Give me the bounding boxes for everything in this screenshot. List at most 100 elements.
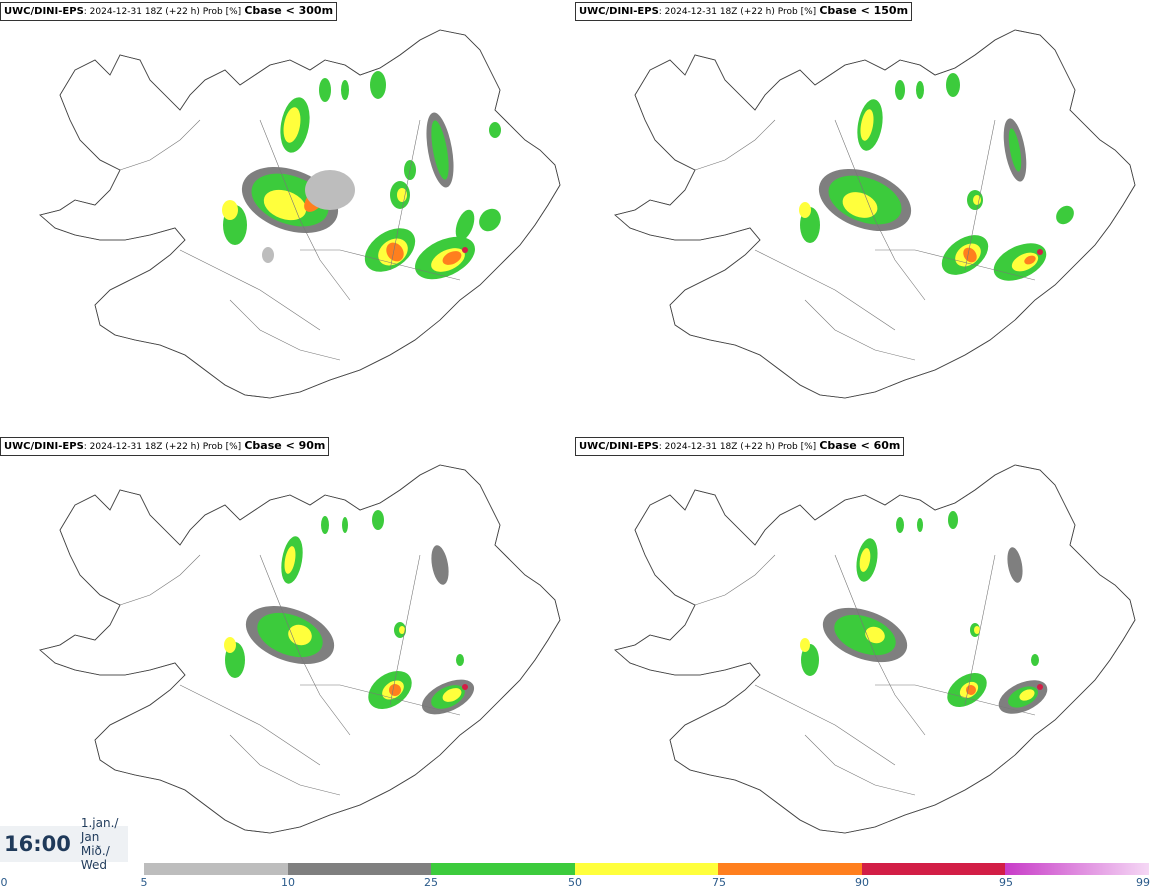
probability-area-p25 <box>1008 128 1022 172</box>
probability-area-p25 <box>431 120 449 180</box>
run-info: : 2024-12-31 18Z (+22 h) Prob [%] <box>83 7 242 17</box>
probability-area-p75 <box>386 242 404 262</box>
probability-area-p25 <box>948 511 958 529</box>
probability-area-p25 <box>455 209 475 241</box>
probability-area-p25 <box>321 516 329 534</box>
probability-area-p90 <box>1037 249 1043 255</box>
boundary-line <box>229 734 341 796</box>
date-line: 1.jan./ Jan <box>80 816 119 844</box>
legend-tick-label: 5 <box>140 876 148 889</box>
boundary-line <box>875 684 1036 716</box>
probability-area-p10 <box>431 545 449 585</box>
probability-area-p25 <box>834 614 896 656</box>
probability-area-p25 <box>895 80 905 100</box>
boundary-line <box>754 684 896 766</box>
probability-area-p25 <box>489 122 501 138</box>
probability-area-p50 <box>284 546 296 574</box>
probability-area-p10 <box>1007 547 1023 583</box>
probability-area-p75 <box>1024 255 1036 265</box>
probability-area-p50 <box>263 189 307 221</box>
valid-time: 16:00 <box>4 832 71 856</box>
boundary-line <box>179 249 321 331</box>
model-name: UWC/DINI-EPS <box>579 6 659 17</box>
probability-area-p75 <box>389 684 401 696</box>
panel-title: UWC/DINI-EPS: 2024-12-31 18Z (+22 h) Pro… <box>0 2 338 21</box>
probability-area-p25 <box>372 510 384 530</box>
model-name: UWC/DINI-EPS <box>4 441 84 452</box>
probability-area-p25 <box>916 81 924 99</box>
iceland-map <box>614 29 1136 399</box>
boundary-line <box>300 684 461 716</box>
probability-area-p50 <box>973 195 981 205</box>
probability-area-p50 <box>399 626 405 634</box>
legend-tick-label: 75 <box>712 876 726 889</box>
probability-area-p50 <box>800 638 810 652</box>
legend-segment <box>287 863 431 875</box>
probability-area-p25 <box>946 73 960 97</box>
parameter-label: Cbase < 60m <box>819 439 901 452</box>
boundary-line <box>875 249 1036 281</box>
probability-area-p25 <box>1056 205 1074 225</box>
legend-tick-label: 25 <box>424 876 438 889</box>
probability-area-p5 <box>305 170 355 210</box>
probability-area-p25 <box>456 654 464 666</box>
legend-segment <box>718 863 862 875</box>
probability-area-p50 <box>222 200 238 220</box>
legend-segment <box>861 863 1005 875</box>
probability-area-p50 <box>865 626 885 644</box>
legend-segment <box>1005 863 1149 875</box>
probability-area-p75 <box>442 251 462 265</box>
iceland-map <box>39 464 561 834</box>
boundary-line <box>119 119 201 171</box>
probability-area-p50 <box>224 637 236 653</box>
coastline-outline <box>39 464 561 834</box>
map-panel-300m: UWC/DINI-EPS: 2024-12-31 18Z (+22 h) Pro… <box>0 0 575 435</box>
map-panel-150m: UWC/DINI-EPS: 2024-12-31 18Z (+22 h) Pro… <box>575 0 1150 435</box>
iceland-map <box>614 464 1136 834</box>
probability-area-p25 <box>917 518 923 532</box>
legend-tick-label: 0 <box>0 876 8 889</box>
probability-area-p25 <box>896 517 904 533</box>
coastline-outline <box>614 464 1136 834</box>
iceland-map <box>39 29 561 399</box>
boundary-line <box>964 119 996 271</box>
boundary-line <box>694 554 776 606</box>
boundary-line <box>389 119 421 271</box>
legend-tick-label: 10 <box>281 876 295 889</box>
run-info: : 2024-12-31 18Z (+22 h) Prob [%] <box>658 7 817 17</box>
legend-tick-label: 50 <box>568 876 582 889</box>
probability-area-p5 <box>262 247 274 263</box>
probability-area-p25 <box>801 644 819 676</box>
parameter-label: Cbase < 90m <box>244 439 326 452</box>
boundary-line <box>694 119 776 171</box>
probability-area-p75 <box>963 247 977 263</box>
legend-tick-label: 90 <box>855 876 869 889</box>
coastline-outline <box>614 29 1136 399</box>
legend-segment <box>144 863 288 875</box>
legend-tick-label: 95 <box>999 876 1013 889</box>
probability-area-p25 <box>341 80 349 100</box>
boundary-line <box>119 554 201 606</box>
boundary-line <box>804 299 916 361</box>
boundary-line <box>804 734 916 796</box>
probability-area-p50 <box>397 188 407 202</box>
panel-title: UWC/DINI-EPS: 2024-12-31 18Z (+22 h) Pro… <box>0 437 330 456</box>
parameter-label: Cbase < 150m <box>819 4 909 17</box>
boundary-line <box>259 119 351 301</box>
probability-area-p25 <box>319 78 331 102</box>
probability-area-p25 <box>479 208 501 232</box>
probability-area-p25 <box>370 71 386 99</box>
color-legend <box>144 863 1150 875</box>
probability-area-p50 <box>1019 689 1035 701</box>
run-info: : 2024-12-31 18Z (+22 h) Prob [%] <box>83 442 242 452</box>
probability-area-p90 <box>462 247 468 253</box>
probability-area-p50 <box>283 107 301 143</box>
boundary-line <box>389 554 421 706</box>
probability-area-p25 <box>342 517 348 533</box>
map-panel-90m: UWC/DINI-EPS: 2024-12-31 18Z (+22 h) Pro… <box>0 435 575 870</box>
probability-area-p50 <box>859 548 871 572</box>
parameter-label: Cbase < 300m <box>244 4 334 17</box>
legend-segment <box>431 863 575 875</box>
boundary-line <box>229 299 341 361</box>
boundary-line <box>834 554 926 736</box>
